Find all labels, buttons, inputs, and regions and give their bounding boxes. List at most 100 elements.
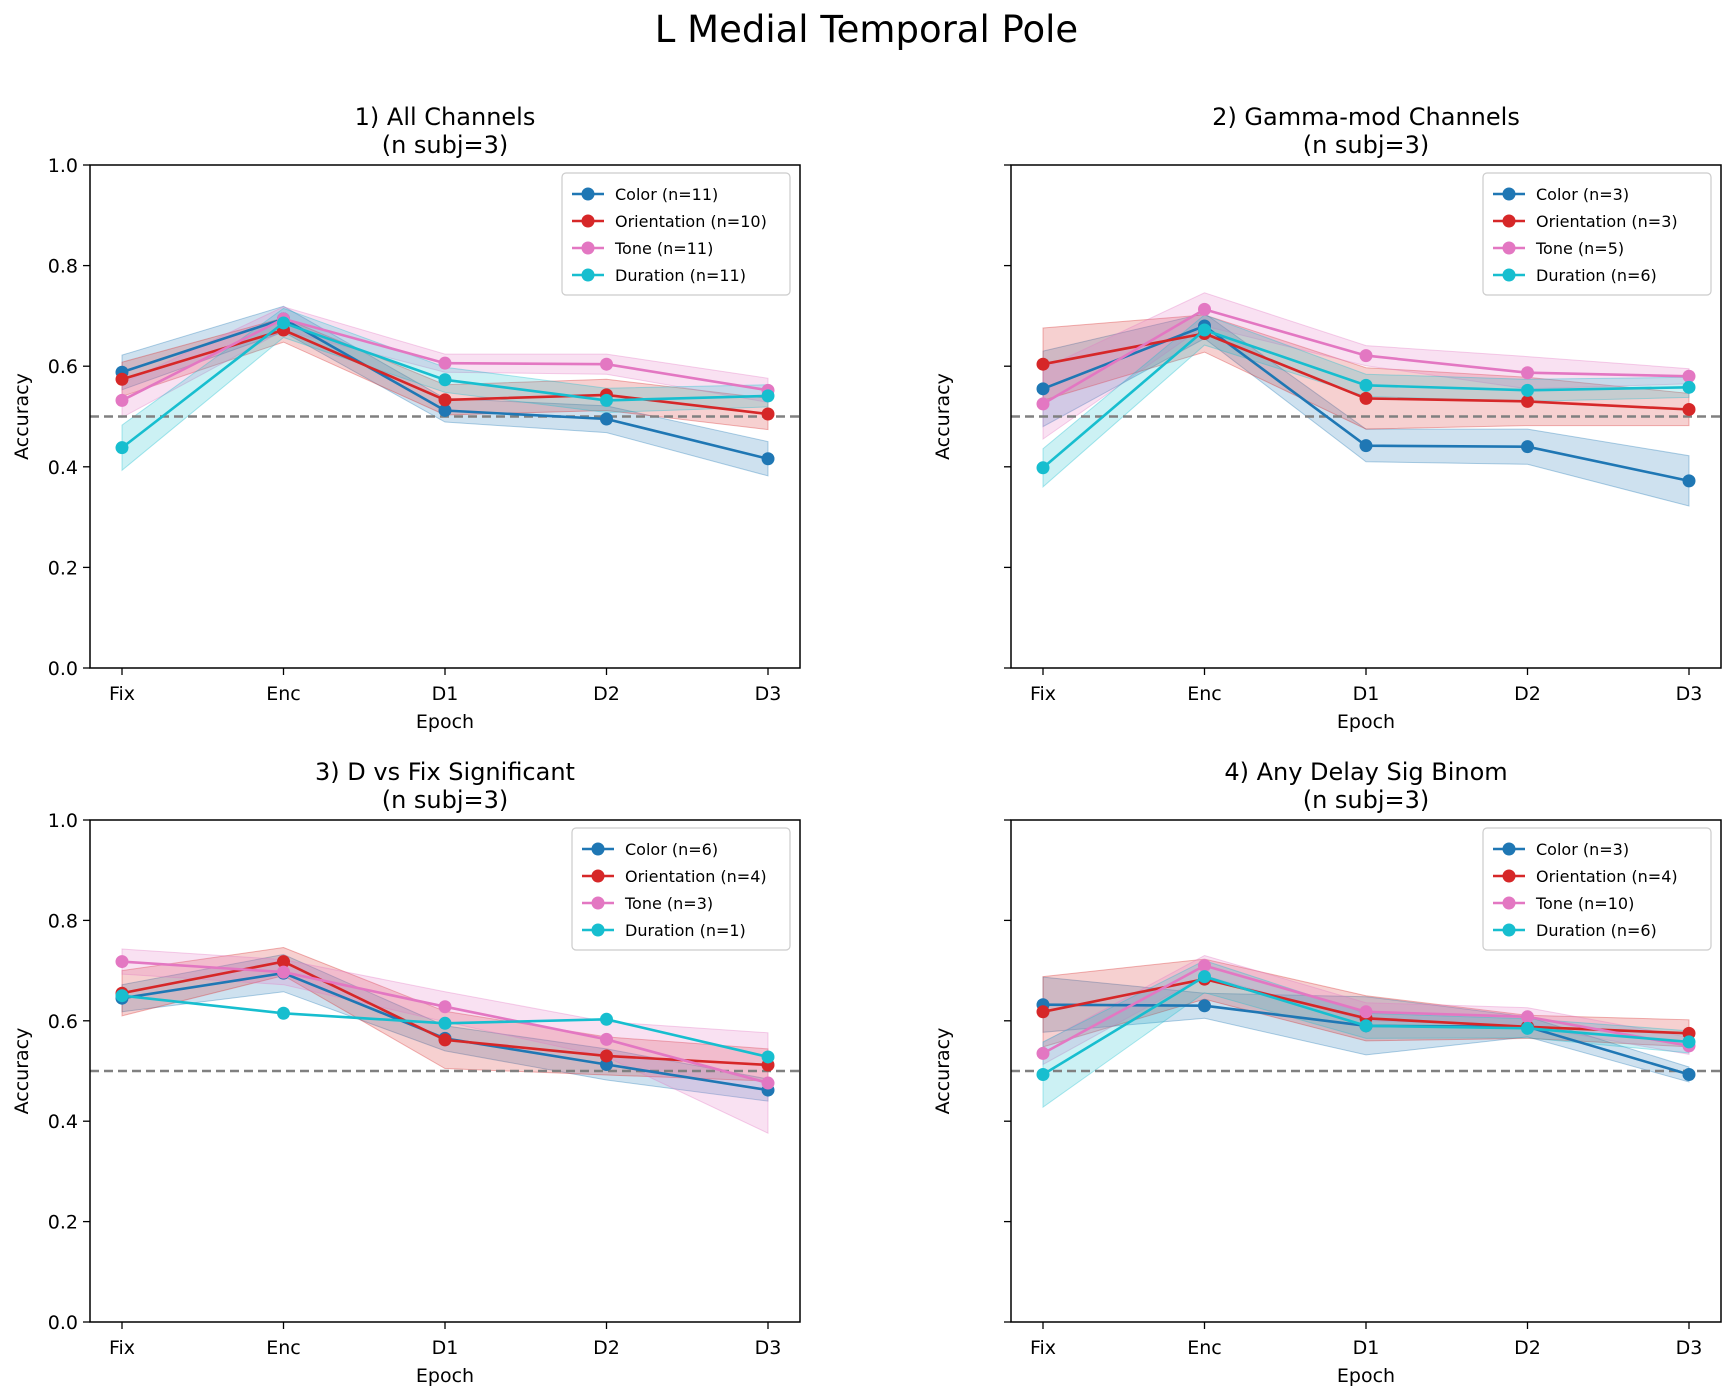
legend-label: Tone (n=11)	[614, 239, 713, 258]
legend-label: Duration (n=6)	[1536, 921, 1657, 940]
y-tick-label: 0.2	[48, 1212, 78, 1234]
y-tick-label: 0.6	[48, 1011, 78, 1033]
x-axis-label: Epoch	[1337, 711, 1395, 733]
data-point-tone	[438, 1000, 452, 1014]
x-tick-label: D2	[593, 1337, 620, 1359]
data-point-tone	[115, 955, 129, 969]
subplot-title: (n subj=3)	[1303, 786, 1430, 814]
subplot-title: (n subj=3)	[382, 786, 509, 814]
legend-label: Duration (n=6)	[1536, 266, 1657, 285]
x-tick-label: Enc	[266, 1337, 301, 1359]
data-point-orientation	[1036, 1005, 1050, 1019]
data-point-duration	[600, 393, 613, 407]
y-tick-label: 0.4	[48, 1111, 78, 1133]
subplot-title: 4) Any Delay Sig Binom	[1224, 758, 1507, 786]
data-point-tone	[1521, 366, 1534, 380]
y-tick-label: 0.2	[48, 557, 78, 579]
legend-marker-orientation	[1502, 869, 1516, 883]
legend-marker-tone	[1502, 896, 1516, 910]
legend-label: Duration (n=11)	[615, 266, 746, 285]
data-point-tone	[761, 1076, 775, 1090]
y-tick-label: 0.0	[48, 658, 78, 680]
x-tick-label: D1	[1353, 1337, 1380, 1359]
data-point-color	[1682, 1068, 1696, 1082]
legend-marker-color	[591, 842, 605, 856]
data-point-orientation	[277, 955, 290, 969]
data-point-duration	[1682, 380, 1696, 394]
x-tick-label: D3	[755, 683, 782, 705]
data-point-duration	[277, 1006, 290, 1020]
legend-label: Color (n=3)	[1536, 840, 1629, 859]
legend: Color (n=3) Orientation (n=3) Tone (n=5) Du…	[1482, 172, 1712, 296]
data-point-duration	[761, 1050, 775, 1064]
subplot-title: 2) Gamma-mod Channels	[1212, 103, 1520, 131]
x-axis-label: Epoch	[416, 711, 474, 733]
data-point-orientation	[1036, 357, 1050, 371]
data-point-duration	[1359, 1019, 1373, 1033]
data-point-tone	[277, 965, 290, 979]
y-tick-label: 0.4	[48, 457, 78, 479]
y-axis-label: Accuracy	[932, 1028, 954, 1115]
data-point-duration	[1036, 1068, 1050, 1082]
y-tick-label: 1.0	[48, 810, 78, 832]
data-point-orientation	[761, 407, 775, 421]
x-tick-label: Fix	[1030, 683, 1056, 705]
data-point-tone	[1198, 302, 1211, 316]
legend-label: Orientation (n=3)	[1536, 212, 1678, 231]
data-point-tone	[1521, 1010, 1534, 1024]
y-tick-label: 1.0	[48, 155, 78, 177]
legend-label: Color (n=3)	[1536, 185, 1629, 204]
figure-title: L Medial Temporal Pole	[654, 8, 1079, 51]
legend: Color (n=3) Orientation (n=4) Tone (n=10) D…	[1482, 827, 1712, 951]
x-axis-label: Epoch	[1337, 1365, 1395, 1387]
y-axis-label: Accuracy	[11, 1028, 33, 1115]
data-point-color	[600, 412, 613, 426]
x-tick-label: Fix	[109, 683, 135, 705]
legend-marker-tone	[591, 896, 605, 910]
legend: Color (n=11) Orientation (n=10) Tone (n=11…	[561, 172, 791, 296]
data-point-duration	[115, 989, 129, 1003]
x-tick-label: Enc	[266, 683, 301, 705]
y-axis-label: Accuracy	[11, 373, 33, 460]
data-point-orientation	[1359, 391, 1373, 405]
data-point-duration	[1521, 1021, 1534, 1035]
legend-label: Duration (n=1)	[625, 921, 746, 940]
legend-marker-duration	[1502, 268, 1516, 282]
error-band-duration	[1042, 314, 1690, 489]
data-point-orientation	[115, 372, 129, 386]
legend-box	[1482, 827, 1712, 951]
data-point-tone	[1198, 959, 1211, 973]
subplot-2: 2) Gamma-mod Channels(n subj=3) Fix Enc D1 D…	[932, 103, 1722, 733]
x-tick-label: D2	[1514, 683, 1541, 705]
legend-marker-tone	[1502, 241, 1516, 255]
legend-marker-orientation	[1502, 214, 1516, 228]
data-point-color	[761, 452, 775, 466]
data-point-color	[438, 403, 452, 417]
y-tick-label: 0.0	[48, 1312, 78, 1334]
data-point-tone	[1036, 1046, 1050, 1060]
data-point-orientation	[438, 1033, 452, 1047]
data-point-color	[1521, 440, 1534, 454]
legend-label: Tone (n=5)	[1535, 239, 1624, 258]
x-tick-label: D1	[432, 683, 459, 705]
x-tick-label: D2	[593, 683, 620, 705]
data-point-color	[1682, 474, 1696, 488]
data-point-duration	[438, 1016, 452, 1030]
x-axis-label: Epoch	[416, 1365, 474, 1387]
legend-marker-color	[581, 187, 595, 201]
x-tick-label: D1	[432, 1337, 459, 1359]
x-tick-label: Enc	[1187, 1337, 1222, 1359]
data-point-duration	[438, 373, 452, 387]
legend-label: Tone (n=3)	[624, 894, 713, 913]
data-point-tone	[115, 393, 129, 407]
data-point-tone	[1036, 397, 1050, 411]
legend-box	[1482, 172, 1712, 296]
data-point-duration	[1682, 1035, 1696, 1049]
subplot-title: 1) All Channels	[355, 103, 536, 131]
legend-label: Orientation (n=4)	[625, 867, 767, 886]
legend-box	[561, 172, 791, 296]
x-tick-label: D1	[1353, 683, 1380, 705]
legend: Color (n=6) Orientation (n=4) Tone (n=3) Du…	[571, 827, 791, 951]
legend-box	[571, 827, 791, 951]
